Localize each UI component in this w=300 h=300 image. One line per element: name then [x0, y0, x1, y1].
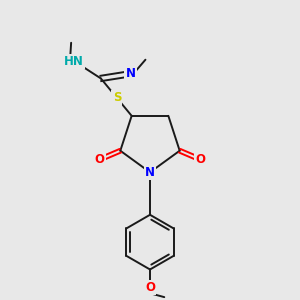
Text: N: N — [145, 166, 155, 179]
Text: HN: HN — [64, 55, 84, 68]
Text: O: O — [195, 153, 205, 166]
Text: N: N — [126, 68, 136, 80]
Text: S: S — [113, 92, 121, 104]
Text: O: O — [95, 153, 105, 166]
Text: O: O — [145, 281, 155, 294]
